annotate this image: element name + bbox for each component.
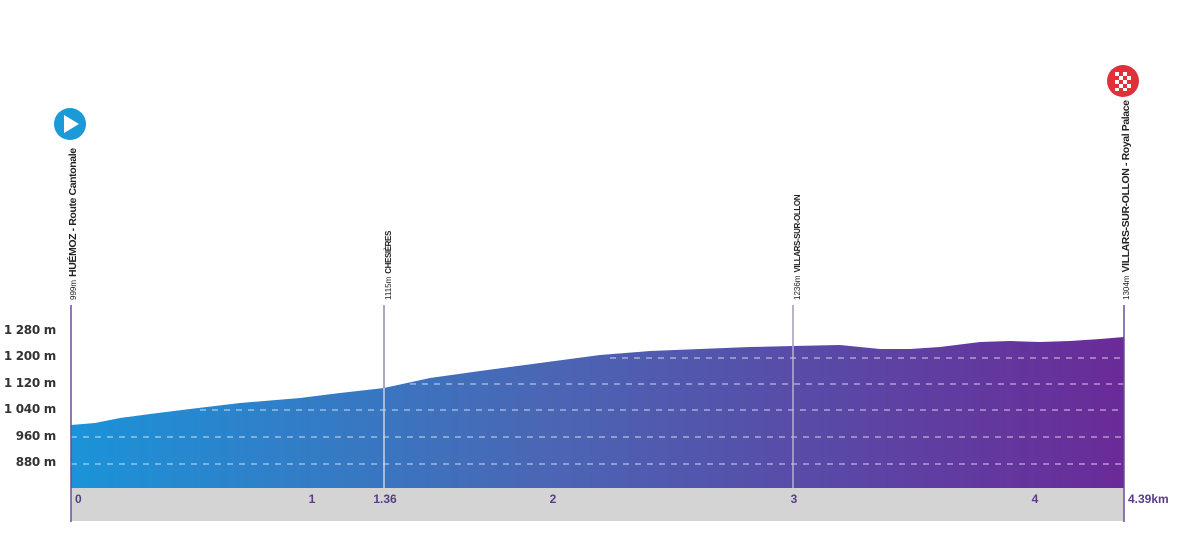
x-tick-2: 2	[549, 492, 557, 506]
villars-place: VILLARS-SUR-OLLON	[793, 194, 802, 273]
x-tick-end: 4.39km	[1128, 492, 1169, 506]
finish-place: VILLARS-SUR-OLLON - Royal Palace	[1120, 100, 1132, 273]
x-tick-1: 1	[308, 492, 316, 506]
y-tick-1040: 1 040 m	[3, 402, 56, 416]
chesieres-place: CHESIÈRES	[384, 231, 393, 274]
x-tick-4: 4	[1031, 492, 1039, 506]
start-icon	[54, 108, 86, 140]
y-tick-880: 880 m	[15, 455, 57, 469]
finish-icon	[1107, 65, 1139, 97]
x-tick-3: 3	[790, 492, 798, 506]
chesieres-altitude: 1115m	[384, 276, 393, 300]
elevation-area	[71, 337, 1124, 488]
x-tick-1-36: 1.36	[373, 492, 397, 506]
start-marker-label: 999m HUÉMOZ - Route Cantonale	[63, 148, 81, 300]
y-tick-1120: 1 120 m	[3, 376, 56, 390]
x-tick-0: 0	[75, 492, 82, 506]
y-tick-1200: 1 200 m	[3, 349, 56, 363]
finish-marker-label: 1304m VILLARS-SUR-OLLON - Royal Palace	[1116, 100, 1134, 300]
chesieres-marker-label: 1115m CHESIÈRES	[378, 231, 396, 300]
start-altitude: 999m	[69, 279, 78, 300]
y-tick-960: 960 m	[15, 429, 57, 443]
y-tick-1280: 1 280 m	[3, 323, 56, 337]
villars-marker-label: 1236m VILLARS-SUR-OLLON	[787, 195, 805, 300]
villars-altitude: 1236m	[793, 275, 802, 300]
distance-axis-band	[71, 488, 1124, 521]
start-place: HUÉMOZ - Route Cantonale	[67, 148, 79, 277]
gridlines	[71, 357, 1124, 465]
finish-altitude: 1304m	[1122, 275, 1131, 300]
